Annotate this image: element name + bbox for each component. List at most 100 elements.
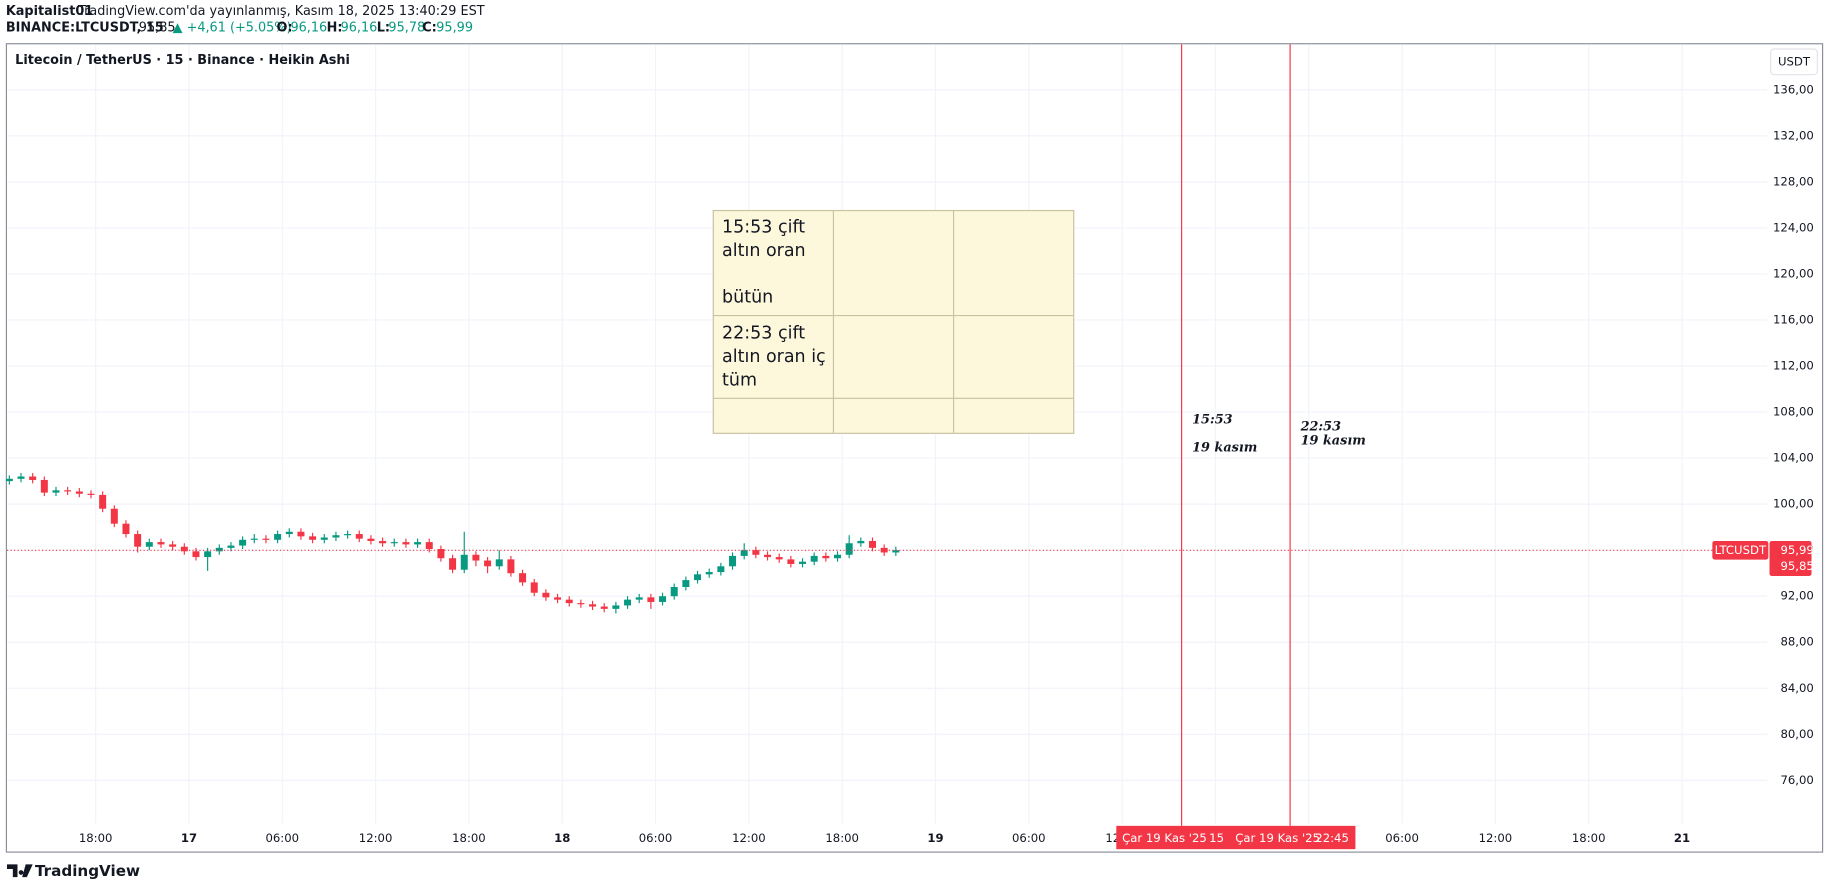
- logo: TradingView: [7, 862, 140, 880]
- last-close-label: 95,85: [1780, 559, 1813, 573]
- candle-body: [239, 539, 247, 546]
- candle-body: [892, 550, 900, 553]
- time-label-date: Çar 19 Kas '25: [1235, 831, 1320, 845]
- ohlc-value: 96,16: [290, 20, 327, 35]
- author: Kapitalist01: [6, 4, 93, 19]
- ohlc-label: O:: [276, 20, 292, 35]
- y-tick-label: 92,00: [1780, 589, 1813, 603]
- candle-body: [530, 582, 538, 593]
- x-tick-label: 06:00: [639, 831, 673, 845]
- candle-body: [344, 534, 352, 536]
- note-time: 22:53: [1300, 419, 1342, 434]
- candle-body: [845, 543, 853, 555]
- candle-body: [519, 573, 527, 583]
- candle-body: [822, 555, 830, 559]
- candle-body: [647, 597, 655, 602]
- x-tick-label: 18:00: [1572, 831, 1606, 845]
- y-tick-label: 116,00: [1773, 312, 1814, 326]
- y-tick-label: 128,00: [1773, 174, 1814, 188]
- time-label-bg: [1116, 825, 1356, 850]
- time-label-time: 15: [1209, 831, 1224, 845]
- y-tick-label: 88,00: [1780, 635, 1813, 649]
- candle-body: [297, 531, 305, 537]
- cell-line: bütün: [722, 287, 773, 307]
- y-tick-label: 136,00: [1773, 82, 1814, 96]
- cell-line: tüm: [722, 370, 757, 390]
- y-tick-label: 120,00: [1773, 266, 1814, 280]
- candle-body: [204, 551, 212, 558]
- candle-body: [64, 490, 72, 492]
- ohlc-label: H:: [327, 20, 343, 35]
- candle-body: [320, 537, 328, 540]
- candle-body: [472, 554, 480, 561]
- candle-body: [99, 494, 107, 509]
- ohlc-label: L:: [377, 20, 390, 35]
- y-tick-label: 104,00: [1773, 451, 1814, 465]
- y-tick-label: 76,00: [1780, 773, 1813, 787]
- candle-body: [554, 597, 562, 600]
- candle-body: [285, 531, 293, 535]
- candle-body: [29, 476, 37, 480]
- candle-body: [542, 592, 550, 598]
- cell-line: altın oran: [722, 241, 806, 261]
- chart-frame: [5, 43, 1824, 853]
- candle-body: [799, 561, 807, 564]
- currency-button[interactable]: [1770, 48, 1818, 76]
- candle-body: [110, 508, 118, 524]
- candle-body: [705, 572, 713, 575]
- cell-line: 15:53 çift: [722, 217, 805, 237]
- y-tick-label: 100,00: [1773, 497, 1814, 511]
- note-time: 15:53: [1192, 412, 1233, 427]
- y-tick-label: 80,00: [1780, 727, 1813, 741]
- candle-body: [612, 605, 620, 609]
- symbol-label: LTCUSDT: [1715, 543, 1767, 557]
- brand: TradingView: [35, 862, 140, 880]
- candle-body: [764, 554, 772, 558]
- y-tick-label: 124,00: [1773, 220, 1814, 234]
- candle-body: [600, 606, 608, 609]
- candle-body: [834, 554, 842, 559]
- candle-body: [145, 542, 153, 547]
- candle-body: [227, 545, 235, 548]
- y-tick-label: 132,00: [1773, 128, 1814, 142]
- ohlc-value: 95,78: [388, 20, 425, 35]
- candle-body: [565, 599, 573, 604]
- currency[interactable]: USDT: [1778, 54, 1811, 68]
- candle-body: [484, 560, 492, 567]
- candle-body: [775, 557, 783, 560]
- symbol: BINANCE:LTCUSDT, 15: [6, 20, 164, 35]
- logo-mark: [7, 864, 33, 878]
- table-bg: [712, 209, 1075, 434]
- candle-body: [694, 574, 702, 581]
- candle-body: [414, 542, 422, 545]
- candle-body: [787, 559, 795, 564]
- time-label-date: Çar 19 Kas '25: [1122, 831, 1207, 845]
- candle-body: [682, 580, 690, 587]
- last-price: 95,85: [139, 20, 176, 35]
- time-label-time: 22:45: [1315, 831, 1349, 845]
- price-label: 95,99: [1780, 543, 1813, 557]
- candle-body: [122, 523, 130, 535]
- candle-body: [449, 558, 457, 570]
- x-tick-label: 12:00: [1479, 831, 1513, 845]
- candle-body: [390, 542, 398, 544]
- candle-body: [869, 540, 877, 548]
- y-tick-label: 108,00: [1773, 405, 1814, 419]
- candle-body: [75, 491, 83, 494]
- candle-body: [309, 536, 317, 540]
- candle-body: [589, 604, 597, 607]
- candle-body: [577, 603, 585, 605]
- x-tick-label: 19: [927, 831, 943, 845]
- candle-body: [402, 542, 410, 545]
- price-label-bg: [1769, 540, 1812, 576]
- candle-body: [215, 547, 223, 552]
- cell-line: altın oran iç: [722, 347, 826, 367]
- candle-body: [740, 550, 748, 556]
- candle-body: [5, 478, 13, 482]
- candle-body: [332, 535, 340, 538]
- candle-body: [17, 476, 25, 479]
- candle-body: [379, 540, 387, 544]
- x-tick-label: 12:00: [732, 831, 766, 845]
- candle-body: [810, 555, 818, 562]
- candle-body: [635, 597, 643, 600]
